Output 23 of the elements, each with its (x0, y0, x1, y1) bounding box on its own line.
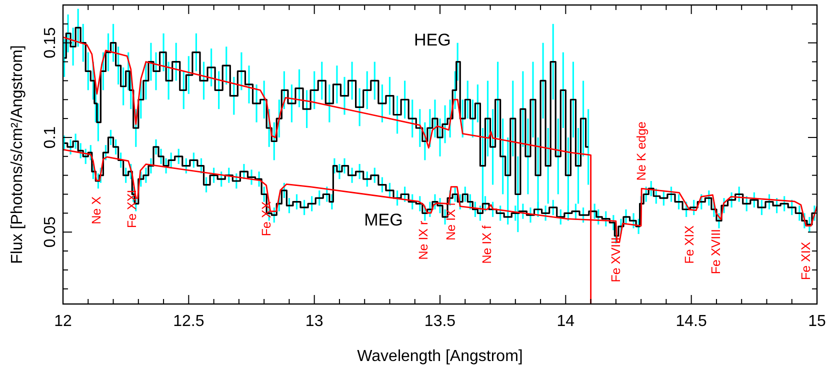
x-tick-label: 13.5 (424, 313, 456, 330)
x-axis-title: Wavelength [Angstrom] (357, 348, 523, 365)
annotation: Fe XXI (125, 190, 140, 228)
series-label: MEG (364, 210, 403, 230)
x-tick-label: 14 (556, 313, 575, 330)
annotation: Ne IX r (416, 220, 431, 260)
annotation: Fe XVIII (708, 228, 723, 274)
x-tick-label: 15 (808, 313, 826, 330)
legend-label: HEG (414, 30, 451, 50)
x-tick-label: 14.5 (676, 313, 708, 330)
annotation: Ne X (89, 196, 104, 224)
annotation: Fe XIX (682, 224, 696, 264)
x-tick-label: 12.5 (173, 313, 204, 330)
y-tick-label: 0.1 (42, 126, 59, 149)
x-tick-label: 13 (305, 313, 324, 330)
y-axis-title: Flux [Photons/s/cm²/Angstrom] (9, 45, 26, 264)
annotation: Ne IX f (480, 225, 494, 264)
y-tick-label: 0.15 (42, 27, 59, 58)
annotation: Fe XIX (798, 241, 813, 280)
x-tick-label: 12 (54, 313, 72, 330)
y-tick-label: 0.05 (42, 216, 59, 248)
annotation: Ne IX i (444, 202, 458, 240)
annotation: Ne K edge (634, 121, 649, 181)
